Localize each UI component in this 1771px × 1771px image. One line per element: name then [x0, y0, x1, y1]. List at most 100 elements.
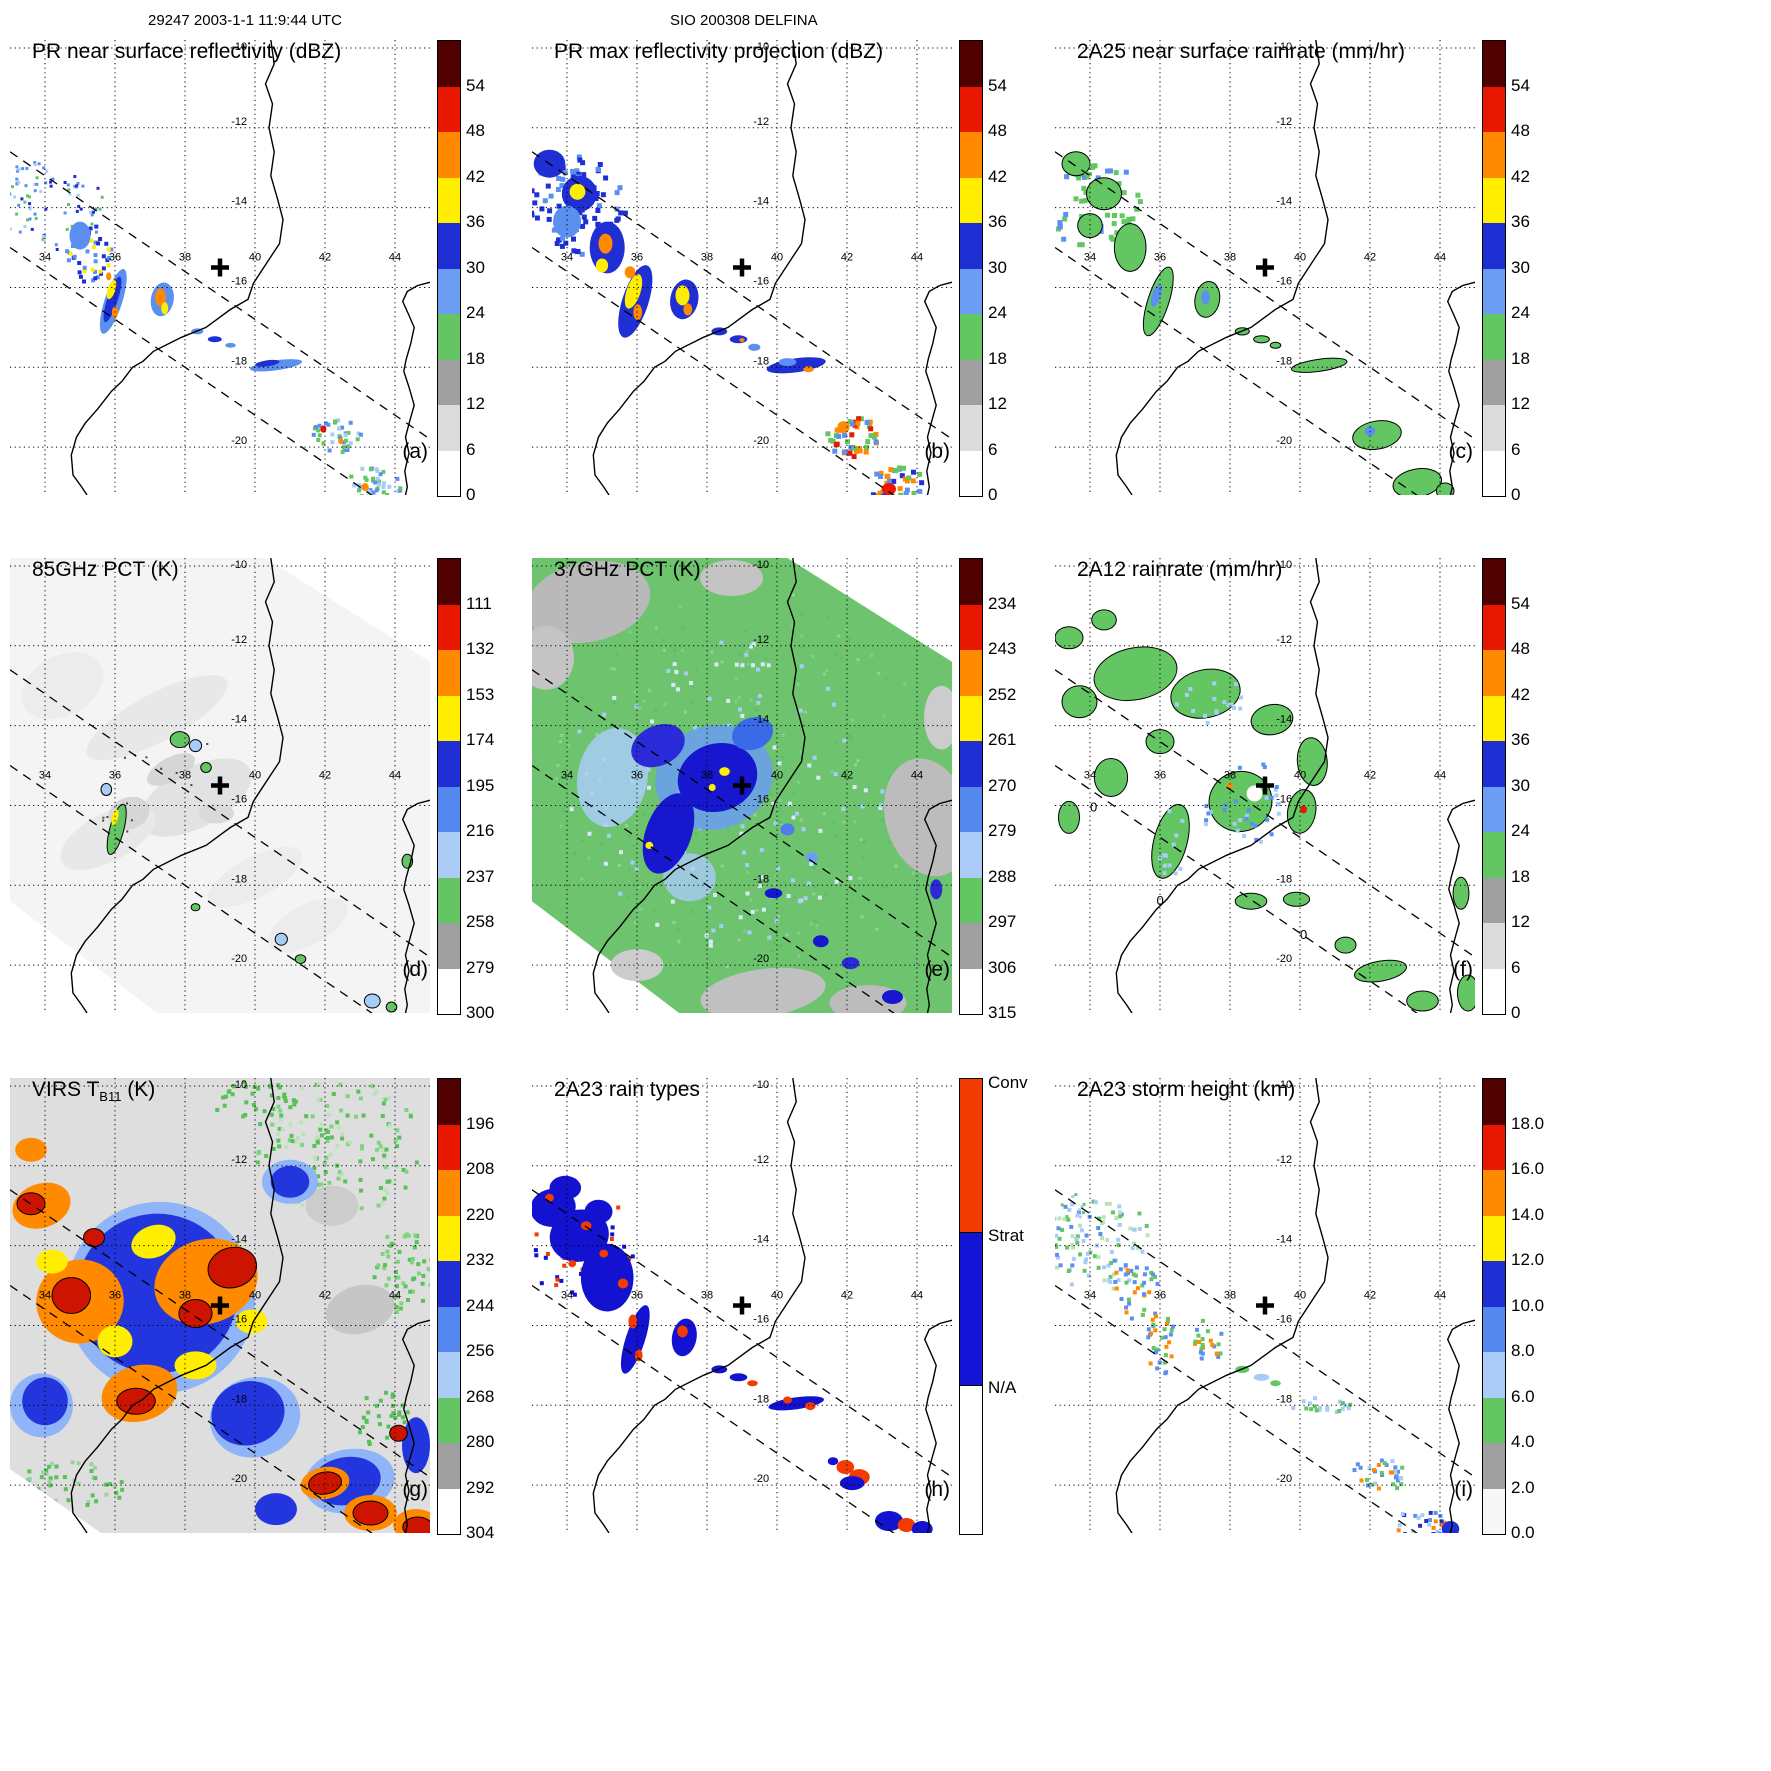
map-i: 34 36 38 40 42 44 -10 -12 -14 -16 -18 -20	[1055, 1078, 1475, 1533]
storm-center-cross	[733, 1296, 751, 1315]
madagascar-coastline	[401, 281, 430, 495]
swath-layer	[1055, 151, 1475, 495]
colorbar-segment	[1483, 1443, 1505, 1489]
colorbar-segment	[1483, 832, 1505, 878]
lon-label: 44	[911, 251, 923, 263]
colorbar-tick: 18.0	[1511, 1113, 1545, 1133]
map-h: 34 36 38 40 42 44 -10 -12 -14 -16 -18 -20	[532, 1078, 952, 1533]
lon-label: 44	[1434, 251, 1446, 263]
grid-layer: 34 36 38 40 42 44 -10 -12 -14 -16 -18 -20	[10, 558, 430, 1013]
coastline-layer	[592, 40, 952, 495]
colorbar-tick: 292	[466, 1477, 495, 1497]
swath-layer	[1055, 1189, 1475, 1533]
lat-label: -16	[753, 1314, 769, 1326]
lon-label: 44	[389, 769, 401, 781]
panel-letter-i: (i)	[1454, 1478, 1473, 1501]
lon-label: 38	[1224, 251, 1236, 263]
lon-label: 40	[1294, 769, 1306, 781]
colorbar-tick: 279	[988, 821, 1017, 840]
coastline-layer	[70, 40, 430, 495]
lon-label: 40	[771, 769, 783, 781]
colorbar-tick: 36	[988, 212, 1007, 231]
lat-label: -14	[231, 196, 247, 208]
colorbar-tick: 0	[1511, 1003, 1521, 1022]
lat-label: -10	[753, 1079, 769, 1091]
colorbar-tick: 54	[1511, 75, 1530, 95]
lat-label: -10	[1276, 41, 1292, 53]
lon-label: 44	[389, 251, 401, 263]
lat-label: -14	[753, 1234, 769, 1246]
lon-label: 36	[109, 251, 121, 263]
colorbar-tick: 12	[466, 394, 485, 413]
colorbar-segment	[438, 359, 460, 405]
lat-label: -12	[1276, 1154, 1292, 1166]
data-layer	[1056, 151, 1455, 495]
lon-label: 36	[1154, 769, 1166, 781]
colorbar-segment	[960, 923, 982, 969]
colorbar-tick: 30	[988, 257, 1007, 277]
lat-label: -20	[1276, 435, 1292, 447]
colorbar-category-label: N/A	[988, 1378, 1017, 1397]
lon-label: 36	[109, 1289, 121, 1301]
lat-label: -12	[753, 116, 769, 128]
colorbar-segment	[960, 450, 982, 496]
colorbar-tick: 208	[466, 1159, 495, 1178]
lon-label: 34	[39, 1289, 51, 1301]
map-g: 34 36 38 40 42 44 -10 -12 -14 -16 -18 -20	[10, 1078, 430, 1533]
mozambique-coastline	[592, 1078, 806, 1533]
swath-edge-line	[532, 1189, 952, 1478]
colorbar-g	[437, 1078, 461, 1535]
lat-label: -12	[231, 1154, 247, 1166]
panel-title-i: 2A23 storm height (km)	[1077, 1078, 1296, 1101]
data-layer	[10, 1080, 430, 1533]
lon-label: 44	[1434, 769, 1446, 781]
colorbar-tick: 12	[988, 394, 1007, 413]
colorbar-c	[1482, 40, 1506, 497]
map-e: 34 36 38 40 42 44 -10 -12 -14 -16 -18 -20	[532, 558, 952, 1013]
data-layer	[532, 1175, 933, 1533]
madagascar-coastline	[1446, 799, 1475, 1013]
lon-label: 44	[1434, 1289, 1446, 1301]
colorbar-tick: 18	[1511, 866, 1530, 886]
panel-letter-d: (d)	[402, 958, 428, 981]
lon-label: 40	[771, 251, 783, 263]
storm-center-cross	[211, 776, 229, 795]
panel-letter-e: (e)	[924, 958, 950, 981]
svg-text:0: 0	[1157, 893, 1164, 908]
lat-label: -14	[231, 714, 247, 726]
storm-center-cross	[1256, 258, 1274, 277]
colorbar-tick: 24	[466, 303, 485, 322]
lon-label: 36	[631, 1289, 643, 1301]
panel-d: 34 36 38 40 42 44 -10 -12 -14 -16 -18 -20 85GHz PCT …	[10, 558, 530, 1028]
mozambique-coastline	[70, 558, 284, 1013]
colorbar-segment	[960, 177, 982, 223]
lon-label: 34	[1084, 769, 1096, 781]
colorbar-tick: 24	[1511, 821, 1530, 840]
lat-label: -16	[753, 276, 769, 288]
panel-e: 34 36 38 40 42 44 -10 -12 -14 -16 -18 -20 37GHz PCT …	[532, 558, 1052, 1028]
colorbar-segment	[960, 41, 982, 87]
lat-label: -14	[231, 1234, 247, 1246]
colorbar-f	[1482, 558, 1506, 1015]
madagascar-coastline	[1446, 1319, 1475, 1533]
colorbar-tick: 48	[466, 121, 485, 140]
colorbar-tick: 196	[466, 1113, 495, 1133]
colorbar-tick: 54	[988, 75, 1007, 95]
storm-center-cross	[733, 776, 751, 795]
madagascar-coastline	[923, 281, 952, 495]
colorbar-segment	[960, 832, 982, 878]
colorbar-segment	[1483, 450, 1505, 496]
madagascar-coastline	[401, 1319, 430, 1533]
panel-title-a: PR near surface reflectivity (dBZ)	[32, 40, 342, 63]
coastline-layer	[1115, 40, 1475, 495]
colorbar-segment	[1483, 877, 1505, 923]
grid-layer: 34 36 38 40 42 44 -10 -12 -14 -16 -18 -20	[1055, 558, 1475, 1013]
lat-label: -14	[753, 714, 769, 726]
lat-label: -18	[753, 1393, 769, 1405]
colorbar-tick: 232	[466, 1250, 495, 1269]
colorbar-tick: 42	[466, 166, 485, 186]
map-f: 0 0 0 34 36 38 40 42 44 -10 -12 -14 -16 -18 -20	[1055, 558, 1475, 1013]
colorbar-segment	[438, 877, 460, 923]
mozambique-coastline	[592, 40, 806, 495]
colorbar-tick: 243	[988, 639, 1017, 658]
